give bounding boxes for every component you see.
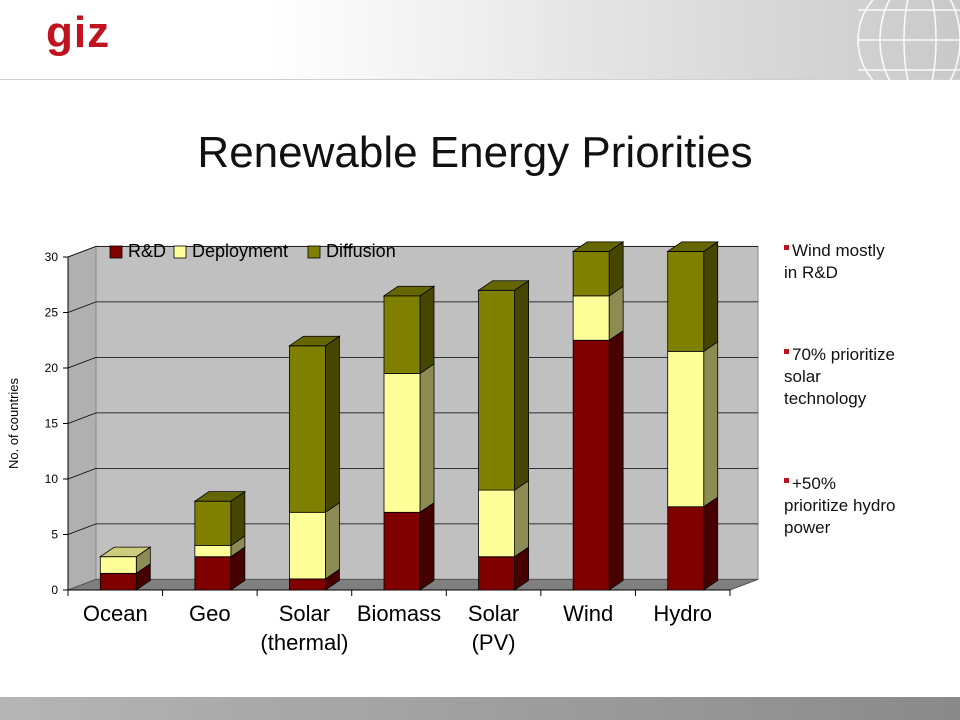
footer-band (0, 697, 960, 720)
legend-label: R&D (128, 241, 166, 261)
x-tick-label: Biomass (357, 601, 441, 626)
bar-segment (667, 350, 705, 508)
header-divider (0, 79, 960, 80)
legend-swatch (173, 245, 187, 259)
bar-segment (289, 578, 326, 591)
bar-top-face (98, 546, 152, 558)
bar-segment (99, 572, 137, 591)
x-tick-label: Geo (189, 601, 231, 626)
bar-segment (478, 489, 515, 558)
bullet-line: 70% prioritize (792, 345, 895, 364)
bar-side-face (325, 501, 340, 580)
globe-icon (857, 0, 960, 80)
bar-top-face (666, 241, 720, 252)
gridline (67, 412, 758, 424)
bar-side-face (325, 335, 340, 514)
bar-side-face (703, 341, 719, 508)
x-tick-label: Solar (468, 601, 519, 626)
bar-segment (667, 506, 705, 591)
bullet-marker (784, 245, 789, 251)
bar-side-face (514, 479, 529, 558)
bar-segment (383, 295, 421, 374)
bar-segment (194, 500, 232, 547)
bar-side-face (514, 279, 529, 491)
bar-side-face (703, 496, 719, 591)
bar-segment (383, 511, 421, 591)
y-tick-label: 25 (45, 306, 59, 320)
bar-segment (572, 251, 610, 297)
bullet-item: +50% prioritize hydro power (784, 473, 896, 539)
y-tick-label: 10 (45, 472, 59, 486)
bar-segment (572, 295, 610, 341)
legend-label: Diffusion (326, 241, 396, 261)
bullet-marker (784, 349, 789, 355)
gridline (67, 245, 758, 258)
bar-top-face (288, 335, 341, 347)
giz-logo: giz (46, 8, 111, 57)
bar-segment (99, 556, 137, 574)
bar-segment (289, 511, 326, 580)
x-tick-label: Wind (563, 601, 613, 626)
bar-segment (383, 373, 421, 513)
bar-top-face (193, 491, 247, 502)
bullet-item: 70% prioritize solar technology (784, 344, 895, 410)
bullet-line: prioritize hydro (784, 496, 896, 515)
bar-side-face (608, 329, 624, 591)
bullet-line: solar (784, 367, 821, 386)
bar-segment (478, 289, 515, 491)
slide-title: Renewable Energy Priorities (197, 128, 753, 177)
bar-side-face (703, 241, 719, 353)
bar-segment (194, 545, 232, 558)
bar-top-face (382, 285, 436, 297)
bullet-item: Wind mostly in R&D (784, 240, 885, 284)
gridline (67, 467, 758, 480)
y-tick-label: 5 (51, 528, 58, 542)
bar-segment (667, 251, 705, 352)
bar-segment (289, 345, 326, 513)
legend-swatch (307, 245, 321, 259)
x-tick-label: (PV) (472, 630, 516, 655)
legend-label: Deployment (192, 241, 288, 261)
stacked-bar-chart: 0 5 10 15 20 25 30 No. of countries Ocean Geo Sola… (6, 241, 759, 655)
bullet-line: +50% (792, 474, 836, 493)
bullet-marker (784, 478, 789, 484)
bar-side-face (419, 285, 435, 375)
y-tick-label: 15 (45, 417, 59, 431)
bar-segment (572, 339, 610, 591)
bar-side-face (419, 501, 435, 591)
bar-side-face (419, 363, 435, 514)
bar-top-face (477, 280, 530, 291)
bar-segment (478, 556, 515, 591)
gridline (67, 523, 758, 535)
x-tick-label: Ocean (83, 601, 148, 626)
bullet-line: power (784, 518, 831, 537)
y-tick-label: 20 (45, 361, 59, 375)
y-tick-label: 0 (51, 583, 58, 597)
x-tick-label: Solar (279, 601, 330, 626)
bullet-line: technology (784, 389, 867, 408)
bar-segment (194, 556, 232, 591)
gridline (67, 356, 758, 369)
y-tick-label: 30 (45, 250, 59, 264)
legend-swatch (109, 245, 123, 259)
y-axis-label: No. of countries (6, 377, 21, 469)
x-tick-label: Hydro (653, 601, 712, 626)
gridline (67, 301, 758, 313)
bullet-line: Wind mostly (792, 241, 885, 260)
header-band (0, 0, 960, 80)
bar-top-face (571, 241, 625, 252)
bullet-line: in R&D (784, 263, 838, 282)
x-tick-label: (thermal) (260, 630, 348, 655)
